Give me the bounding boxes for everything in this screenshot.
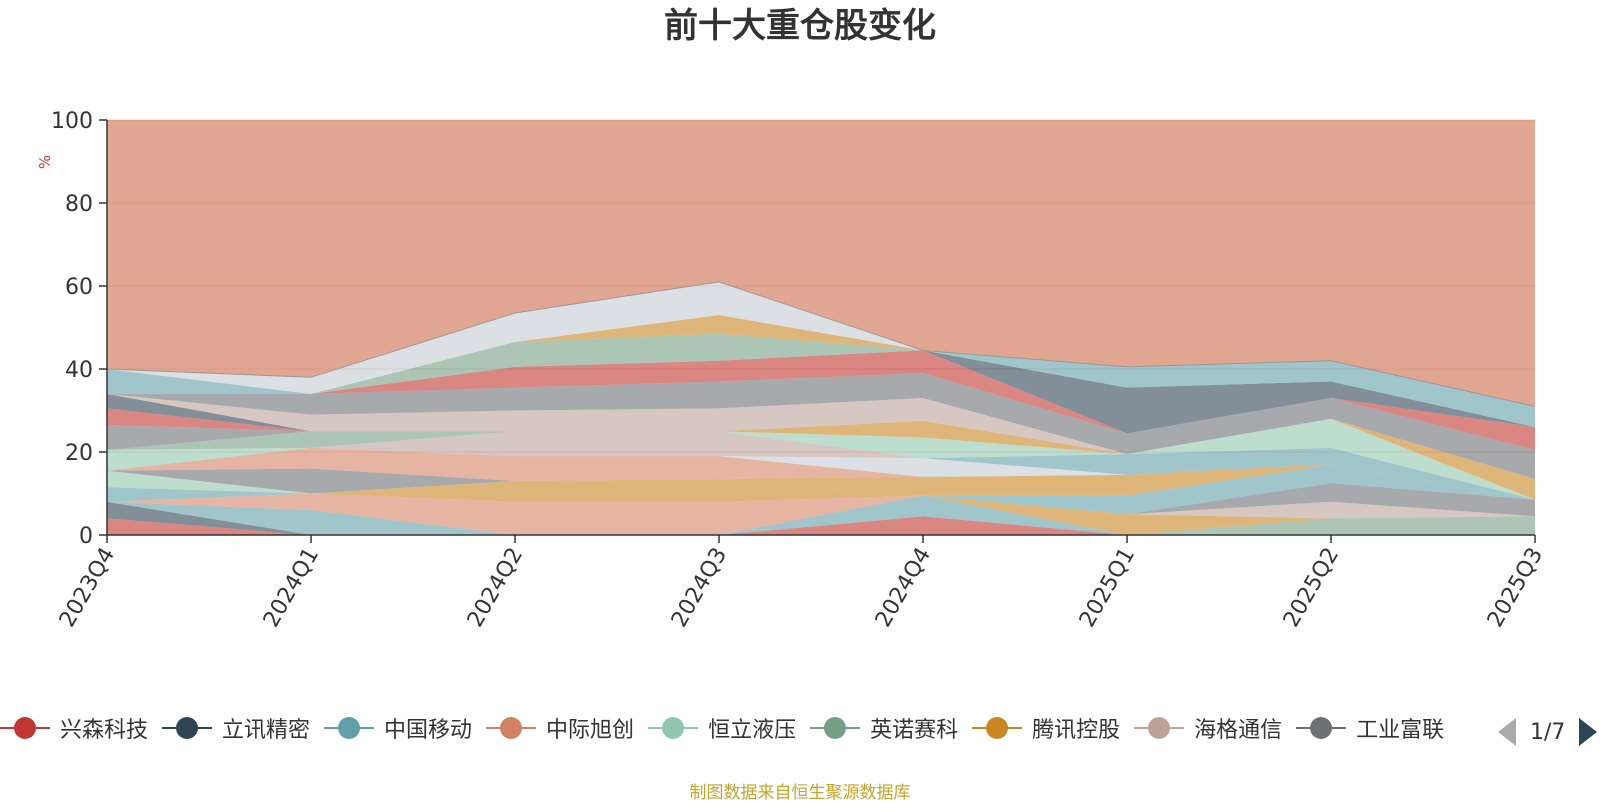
y-tick-label: 20 bbox=[65, 441, 93, 466]
series-area-8[interactable] bbox=[107, 478, 1535, 519]
y-tick-label: 40 bbox=[65, 358, 93, 383]
legend-label: 英诺赛科 bbox=[870, 718, 959, 743]
legend-label: 腾讯控股 bbox=[1032, 718, 1121, 743]
series-area-12[interactable] bbox=[107, 464, 1535, 515]
x-tick-label: 2024Q2 bbox=[463, 544, 528, 632]
x-tick-label: 2025Q3 bbox=[1483, 544, 1548, 632]
legend-item[interactable]: 腾讯控股 bbox=[972, 712, 1120, 744]
series-area-30[interactable] bbox=[107, 393, 1535, 479]
series-area-21[interactable] bbox=[107, 447, 1535, 500]
series-area-23[interactable] bbox=[107, 418, 1535, 500]
series-area-31[interactable] bbox=[107, 373, 1535, 479]
x-tick-label: 2024Q4 bbox=[871, 544, 936, 632]
legend-item[interactable]: 恒立液压 bbox=[648, 712, 796, 744]
legend-next-icon[interactable] bbox=[1579, 718, 1598, 746]
series-area-17[interactable] bbox=[107, 464, 1535, 500]
y-axis-label: % bbox=[36, 155, 54, 169]
series-area-19[interactable] bbox=[107, 447, 1535, 500]
series-area-16[interactable] bbox=[107, 464, 1535, 500]
legend-marker-icon bbox=[324, 717, 375, 739]
series-area-18[interactable] bbox=[107, 447, 1535, 500]
legend-label: 中国移动 bbox=[384, 718, 473, 743]
chart-area: 0 20 40 60 80 100 2023Q4 2024Q1 2024Q2 2024Q3 2024… bbox=[36, 109, 1548, 632]
series-area-6[interactable] bbox=[107, 493, 1535, 536]
legend-label: 中际旭创 bbox=[546, 718, 635, 743]
legend-pager: 1/7 bbox=[1498, 718, 1598, 746]
source-note: 制图数据来自恒生聚源数据库 bbox=[689, 783, 911, 803]
series-area-36[interactable] bbox=[107, 315, 1535, 428]
stack-top-line bbox=[106, 281, 1536, 407]
y-tick-label: 100 bbox=[51, 109, 93, 134]
series-area-32[interactable] bbox=[107, 350, 1535, 450]
legend-marker-icon bbox=[1296, 717, 1347, 739]
legend-page-indicator: 1/7 bbox=[1530, 719, 1566, 745]
y-tick-label: 60 bbox=[65, 275, 93, 300]
legend-item[interactable]: 中国移动 bbox=[324, 712, 472, 744]
x-tick-label: 2025Q1 bbox=[1075, 544, 1140, 632]
series-area-4[interactable] bbox=[107, 493, 1535, 536]
x-tick-label: 2024Q3 bbox=[667, 544, 732, 632]
legend-item[interactable]: 海格通信 bbox=[1134, 712, 1282, 744]
legend-marker-icon bbox=[810, 717, 861, 739]
series-area-1[interactable] bbox=[107, 516, 1535, 535]
series-area-37[interactable] bbox=[107, 281, 1535, 428]
legend: 兴森科技 立讯精密 中国移动 中际旭创 恒立液压 英诺赛科 腾讯控股 海格通信 工业富联 bbox=[0, 712, 1500, 752]
series-area-9[interactable] bbox=[107, 478, 1535, 517]
legend-marker-icon bbox=[162, 717, 213, 739]
series-areas bbox=[106, 120, 1536, 536]
x-tick-label: 2023Q4 bbox=[55, 544, 120, 632]
x-tick-label: 2024Q1 bbox=[259, 544, 324, 632]
legend-item[interactable]: 工业富联 bbox=[1296, 712, 1444, 744]
legend-label: 工业富联 bbox=[1356, 718, 1445, 743]
chart-title: 前十大重仓股变化 bbox=[664, 6, 936, 46]
series-area-7[interactable] bbox=[107, 478, 1535, 535]
legend-marker-icon bbox=[486, 717, 537, 739]
y-tick-label: 80 bbox=[65, 192, 93, 217]
series-area-other[interactable] bbox=[107, 120, 1535, 407]
legend-prev-icon[interactable] bbox=[1498, 718, 1516, 746]
legend-label: 海格通信 bbox=[1194, 718, 1283, 743]
series-area-34[interactable] bbox=[107, 333, 1535, 434]
legend-item[interactable]: 兴森科技 bbox=[0, 712, 148, 744]
legend-marker-icon bbox=[0, 717, 50, 739]
legend-label: 兴森科技 bbox=[60, 718, 149, 743]
legend-item[interactable]: 英诺赛科 bbox=[810, 712, 958, 744]
series-area-35[interactable] bbox=[107, 333, 1535, 434]
legend-label: 立讯精密 bbox=[222, 718, 311, 743]
legend-label: 恒立液压 bbox=[708, 718, 797, 743]
legend-item[interactable]: 立讯精密 bbox=[162, 712, 310, 744]
series-area-20[interactable] bbox=[107, 447, 1535, 500]
legend-marker-icon bbox=[1134, 717, 1185, 739]
legend-item[interactable]: 中际旭创 bbox=[486, 712, 634, 744]
legend-marker-icon bbox=[972, 717, 1023, 739]
x-tick-label: 2025Q2 bbox=[1279, 544, 1344, 632]
legend-marker-icon bbox=[648, 717, 699, 739]
y-tick-label: 0 bbox=[79, 524, 93, 549]
